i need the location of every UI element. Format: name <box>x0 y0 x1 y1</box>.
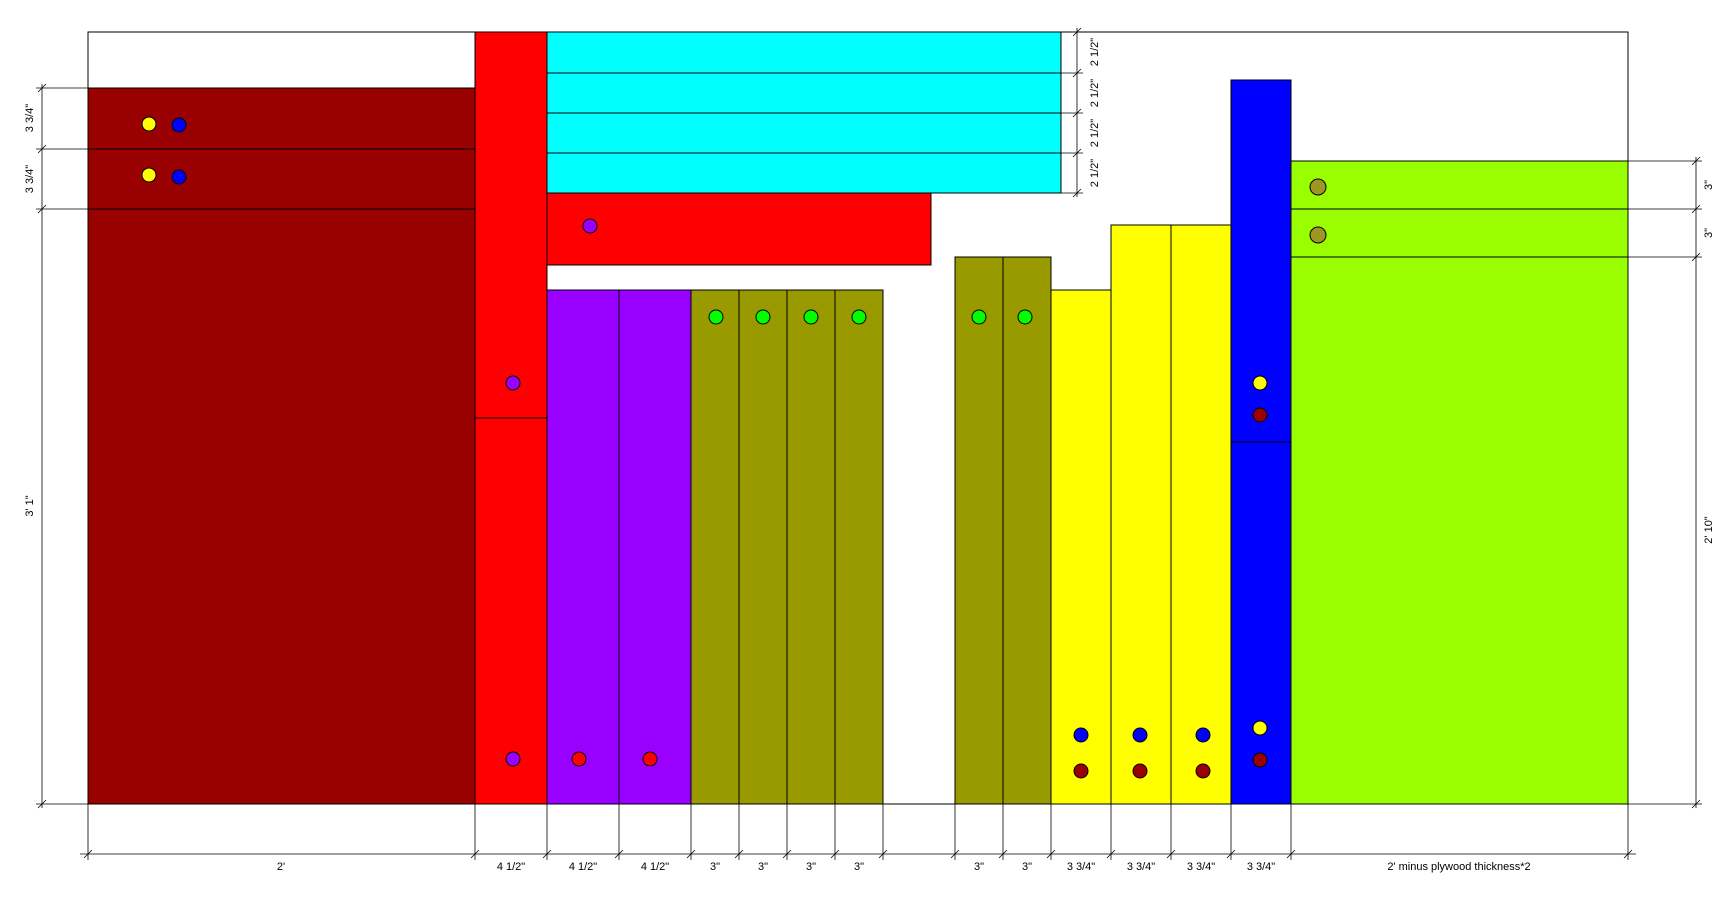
dim-label-bottom: 2' minus plywood thickness*2 <box>1387 861 1530 873</box>
marker-dot <box>141 167 157 183</box>
right-dimension-lines <box>1628 156 1702 809</box>
dim-label-bottom: 3" <box>1022 861 1032 873</box>
dim-label-bottom: 3" <box>974 861 984 873</box>
marker-dot <box>505 751 521 767</box>
dim-label-bottom: 3 3/4" <box>1127 861 1155 873</box>
purple-piece-2 <box>618 289 692 805</box>
marker-dots <box>141 116 1327 779</box>
cyan-strip-2 <box>546 72 1062 114</box>
marker-dot <box>708 309 724 325</box>
marker-dot <box>1309 178 1327 196</box>
yellow-piece-2 <box>1110 224 1172 805</box>
marker-dot <box>1195 727 1211 743</box>
bottom-dimension-labels: 2' 4 1/2" 4 1/2" 4 1/2" 3" 3" 3" 3" 3" 3… <box>277 861 1531 873</box>
blue-piece-bottom <box>1230 441 1292 805</box>
dim-label-bottom: 3 3/4" <box>1247 861 1275 873</box>
marker-dot <box>1252 752 1268 768</box>
marker-dot <box>1017 309 1033 325</box>
marker-dot <box>1252 720 1268 736</box>
dim-label-cyan: 2 1/2" <box>1089 79 1101 107</box>
marker-dot <box>582 218 598 234</box>
marker-dot <box>851 309 867 325</box>
left-dimension-lines <box>36 83 88 809</box>
red-tall-piece-top <box>474 31 548 419</box>
dim-label-left: 3 3/4" <box>24 165 36 193</box>
olive-piece-1 <box>690 289 740 805</box>
marker-dot <box>1073 727 1089 743</box>
marker-dot <box>971 309 987 325</box>
dim-label-cyan: 2 1/2" <box>1089 38 1101 66</box>
dim-label-cyan: 2 1/2" <box>1089 159 1101 187</box>
dim-label-bottom: 3" <box>806 861 816 873</box>
lime-panel <box>1290 256 1629 805</box>
olive-piece-4 <box>834 289 884 805</box>
cyan-strip-4 <box>546 152 1062 194</box>
left-dimension-labels: 3 3/4" 3 3/4" 3' 1" <box>24 104 36 517</box>
yellow-piece-3 <box>1170 224 1232 805</box>
bottom-dimension-lines <box>80 804 1636 860</box>
lime-strip-1 <box>1290 160 1629 210</box>
dim-label-bottom: 3 3/4" <box>1187 861 1215 873</box>
olive-piece-3 <box>786 289 836 805</box>
dim-label-bottom: 4 1/2" <box>569 861 597 873</box>
top-right-dimension-labels: 2 1/2" 2 1/2" 2 1/2" 2 1/2" <box>1089 38 1101 187</box>
dim-label-bottom: 3 3/4" <box>1067 861 1095 873</box>
dim-label-bottom: 3" <box>854 861 864 873</box>
dim-label-bottom: 4 1/2" <box>641 861 669 873</box>
dim-label-right: 2' 10" <box>1703 516 1715 544</box>
red-tall-piece-bottom <box>474 417 548 805</box>
dim-label-left: 3 3/4" <box>24 104 36 132</box>
marker-dot <box>1132 727 1148 743</box>
marker-dot <box>1132 763 1148 779</box>
marker-dot <box>642 751 658 767</box>
marker-dot <box>803 309 819 325</box>
dim-label-bottom: 3" <box>758 861 768 873</box>
yellow-piece-1 <box>1050 289 1112 805</box>
maroon-panel <box>87 208 476 805</box>
dim-label-bottom: 4 1/2" <box>497 861 525 873</box>
dim-label-right: 3" <box>1703 228 1715 238</box>
marker-dot <box>1073 763 1089 779</box>
marker-dot <box>571 751 587 767</box>
cyan-strips-group <box>546 31 1062 194</box>
top-right-dimension-lines <box>1061 27 1083 198</box>
marker-dot <box>505 375 521 391</box>
olive-piece-5 <box>954 256 1004 805</box>
dim-label-bottom: 3" <box>710 861 720 873</box>
dim-label-left: 3' 1" <box>24 495 36 516</box>
dim-label-right: 3" <box>1703 180 1715 190</box>
marker-dot <box>171 169 187 185</box>
dim-label-cyan: 2 1/2" <box>1089 119 1101 147</box>
marker-dot <box>141 116 157 132</box>
olive-piece-6 <box>1002 256 1052 805</box>
marker-dot <box>1252 375 1268 391</box>
dim-label-bottom: 2' <box>277 861 285 873</box>
marker-dot <box>1195 763 1211 779</box>
olive-piece-2 <box>738 289 788 805</box>
marker-dot <box>1252 407 1268 423</box>
right-dimension-labels: 3" 3" 2' 10" <box>1703 180 1715 544</box>
marker-dot <box>1309 226 1327 244</box>
red-horizontal-piece <box>546 192 932 266</box>
bottom-tick-marks <box>83 849 1633 859</box>
cyan-strip-3 <box>546 112 1062 154</box>
purple-piece-1 <box>546 289 620 805</box>
lime-strip-2 <box>1290 208 1629 258</box>
maroon-panel-group <box>87 87 476 805</box>
marker-dot <box>171 117 187 133</box>
marker-dot <box>755 309 771 325</box>
cyan-strip-1 <box>546 31 1062 74</box>
